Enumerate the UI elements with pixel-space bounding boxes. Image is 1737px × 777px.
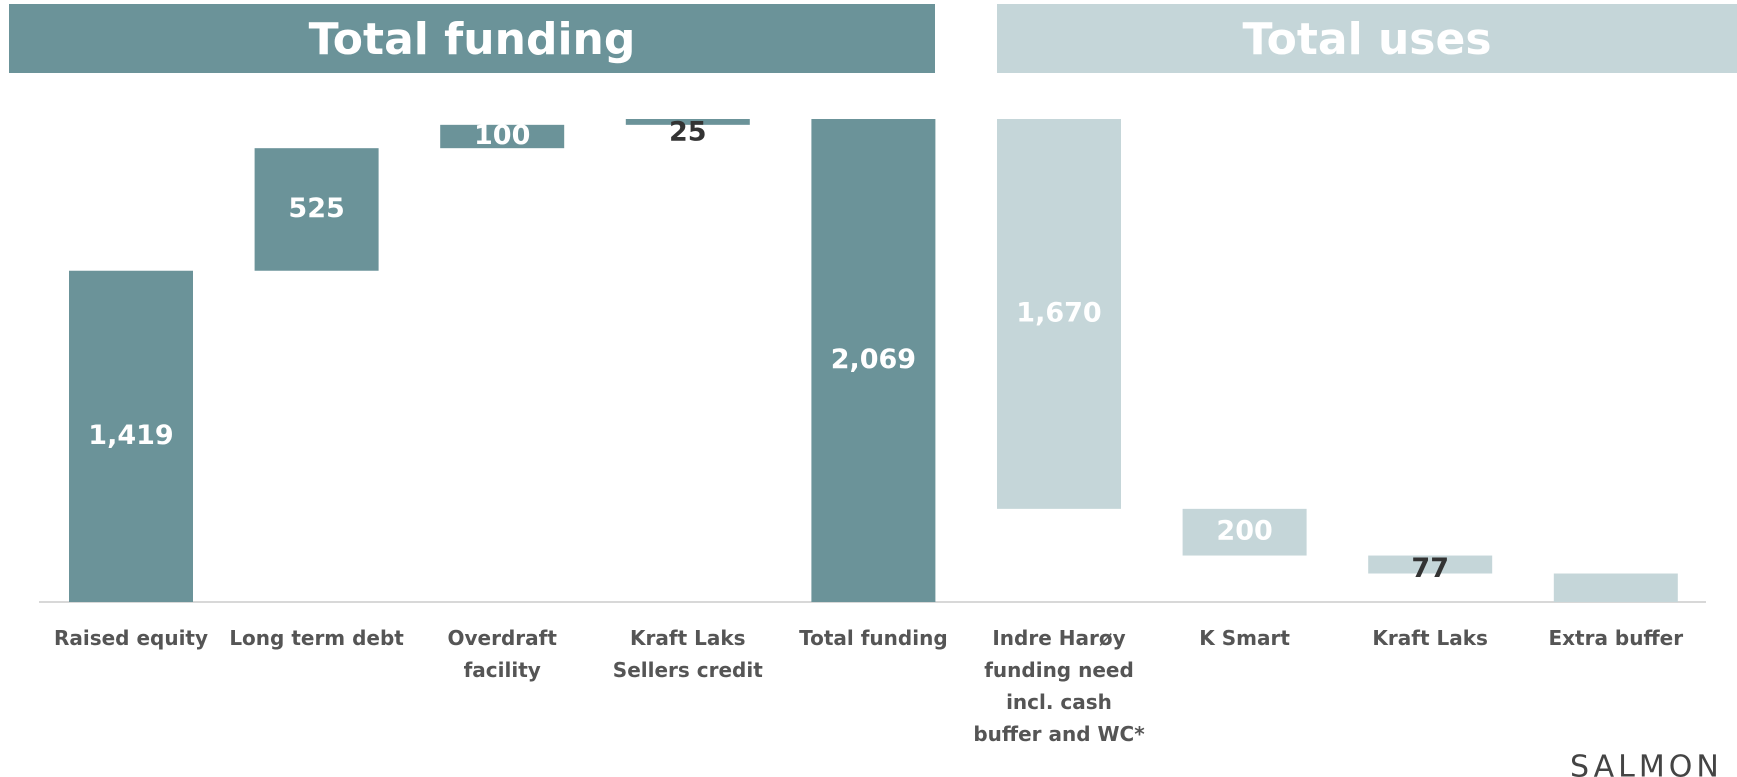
bar — [811, 119, 936, 602]
category-label: Overdraft facility — [447, 626, 557, 682]
category-label: Extra buffer — [1548, 626, 1684, 650]
bar — [69, 270, 193, 602]
bar — [440, 124, 565, 149]
value-label: 200 — [1216, 516, 1272, 547]
value-label: 1,670 — [1016, 297, 1101, 328]
bar — [1182, 508, 1307, 556]
category-label: Raised equity — [53, 626, 209, 650]
value-label: 25 — [669, 117, 707, 148]
header-band — [9, 4, 935, 73]
bar — [625, 119, 750, 125]
category-label: Kraft Laks — [1372, 626, 1488, 650]
bar — [1553, 573, 1678, 602]
value-label: 525 — [288, 193, 344, 224]
header-title: Total uses — [1242, 14, 1491, 65]
value-label: 2,069 — [831, 344, 916, 375]
value-label: 1,419 — [88, 420, 173, 451]
logo: SALMON — [1570, 750, 1723, 777]
category-label: Total funding — [799, 626, 948, 650]
category-label: Long term debt — [229, 626, 404, 650]
category-label: K Smart — [1199, 626, 1290, 650]
category-label: Indre Harøy funding need incl. cash buff… — [973, 626, 1145, 746]
bar — [1368, 555, 1493, 574]
category-label: Kraft Laks Sellers credit — [612, 626, 763, 682]
bar — [997, 119, 1121, 509]
header-band — [997, 4, 1737, 73]
header-title: Total funding — [309, 14, 636, 65]
value-label: 77 — [1411, 553, 1449, 584]
bar — [254, 148, 379, 271]
value-label: 100 — [474, 120, 530, 151]
